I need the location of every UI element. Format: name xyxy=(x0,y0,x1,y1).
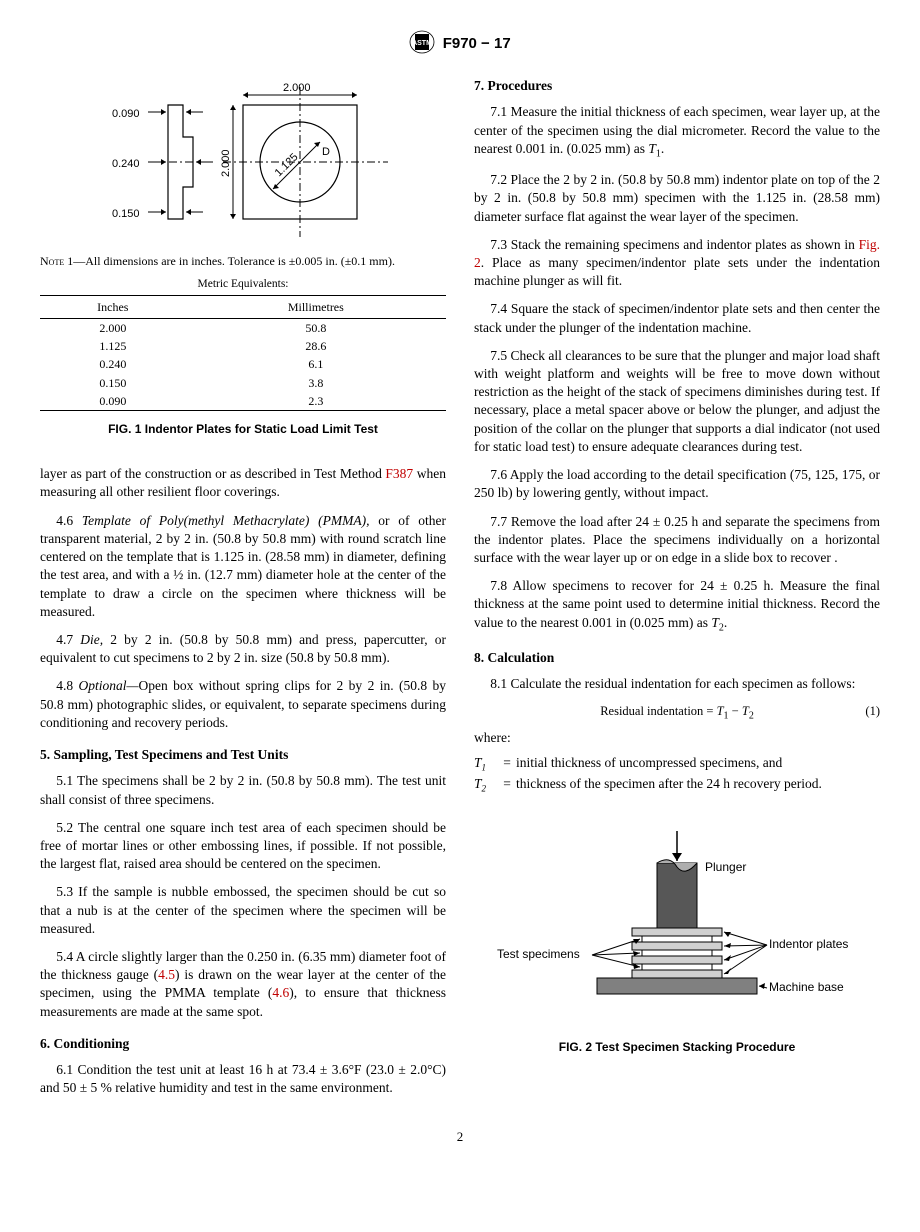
th-mm: Millimetres xyxy=(186,295,446,318)
note-text: All dimensions are in inches. Tolerance … xyxy=(85,254,395,268)
p-7.8: 7.8 Allow specimens to recover for 24 ± … xyxy=(474,577,880,635)
p-7.6: 7.6 Apply the load according to the deta… xyxy=(474,466,880,502)
p-5.3: 5.3 If the sample is nubble embossed, th… xyxy=(40,883,446,938)
fig2-caption: FIG. 2 Test Specimen Stacking Procedure xyxy=(474,1039,880,1055)
left-column: 0.090 0.240 0.150 xyxy=(40,77,446,1107)
link-f387[interactable]: F387 xyxy=(385,466,413,481)
p-5.4: 5.4 A circle slightly larger than the 0.… xyxy=(40,948,446,1021)
table-row: 1.12528.6 xyxy=(40,337,446,355)
p-8.1: 8.1 Calculate the residual indentation f… xyxy=(474,675,880,693)
fig2: Plunger Test specimens xyxy=(474,823,880,1055)
page-number: 2 xyxy=(40,1128,880,1146)
table-row: 0.2406.1 xyxy=(40,355,446,373)
label-plunger: Plunger xyxy=(705,860,746,874)
standard-designation: F970 − 17 xyxy=(443,34,511,54)
p-cont: layer as part of the construction or as … xyxy=(40,465,446,501)
dim-150: 0.150 xyxy=(112,208,140,220)
p-7.2: 7.2 Place the 2 by 2 in. (50.8 by 50.8 m… xyxy=(474,171,880,226)
label-plates: Indentor plates xyxy=(769,937,848,951)
dim-d: D xyxy=(322,146,330,158)
def-t2: thickness of the specimen after the 24 h… xyxy=(516,775,880,793)
eq-number: (1) xyxy=(865,703,880,720)
link-4.5[interactable]: 4.5 xyxy=(158,967,175,982)
p-7.3: 7.3 Stack the remaining specimens and in… xyxy=(474,236,880,291)
fig1-note: Note 1—All dimensions are in inches. Tol… xyxy=(40,253,446,269)
p-7.7: 7.7 Remove the load after 24 ± 0.25 h an… xyxy=(474,513,880,568)
label-base: Machine base xyxy=(769,980,844,994)
p-7.1: 7.1 Measure the initial thickness of eac… xyxy=(474,103,880,161)
def-t1: initial thickness of uncompressed specim… xyxy=(516,754,880,772)
definitions: T1 = initial thickness of uncompressed s… xyxy=(474,754,880,796)
p-7.4: 7.4 Square the stack of specimen/indento… xyxy=(474,300,880,336)
sec8-title: 8. Calculation xyxy=(474,649,880,667)
p-4.8: 4.8 Optional—Open box without spring cli… xyxy=(40,677,446,732)
p-6.1: 6.1 Condition the test unit at least 16 … xyxy=(40,1061,446,1097)
metric-title: Metric Equivalents: xyxy=(40,277,446,293)
where-label: where: xyxy=(474,729,880,747)
metric-equivalents-table: Inches Millimetres 2.00050.8 1.12528.6 0… xyxy=(40,295,446,411)
fig1-caption: FIG. 1 Indentor Plates for Static Load L… xyxy=(40,421,446,437)
p-7.5: 7.5 Check all clearances to be sure that… xyxy=(474,347,880,456)
note-num: 1— xyxy=(67,254,85,268)
th-inches: Inches xyxy=(40,295,186,318)
dim-2000-side: 2.000 xyxy=(220,150,232,178)
sec6-title: 6. Conditioning xyxy=(40,1035,446,1053)
p-4.7: 4.7 Die, 2 by 2 in. (50.8 by 50.8 mm) an… xyxy=(40,631,446,667)
svg-text:ASTM: ASTM xyxy=(412,40,432,47)
sec7-title: 7. Procedures xyxy=(474,77,880,95)
dim-2000-top: 2.000 xyxy=(283,82,311,94)
table-row: 2.00050.8 xyxy=(40,319,446,338)
fig1-diagram: 0.090 0.240 0.150 xyxy=(88,77,398,247)
page-header: ASTM F970 − 17 xyxy=(40,30,880,59)
label-specimens: Test specimens xyxy=(497,947,580,961)
note-label: Note xyxy=(40,254,64,268)
dim-090: 0.090 xyxy=(112,108,140,120)
link-4.6[interactable]: 4.6 xyxy=(272,985,289,1000)
p-5.1: 5.1 The specimens shall be 2 by 2 in. (5… xyxy=(40,772,446,808)
equation-1: Residual indentation = T1 − T2 (1) xyxy=(474,703,880,723)
p-4.6: 4.6 Template of Poly(methyl Methacrylate… xyxy=(40,512,446,621)
table-row: 0.1503.8 xyxy=(40,374,446,392)
dim-240: 0.240 xyxy=(112,158,140,170)
p-5.2: 5.2 The central one square inch test are… xyxy=(40,819,446,874)
sec5-title: 5. Sampling, Test Specimens and Test Uni… xyxy=(40,746,446,764)
table-row: 0.0902.3 xyxy=(40,392,446,411)
astm-logo: ASTM xyxy=(409,30,435,59)
right-column: 7. Procedures 7.1 Measure the initial th… xyxy=(474,77,880,1107)
